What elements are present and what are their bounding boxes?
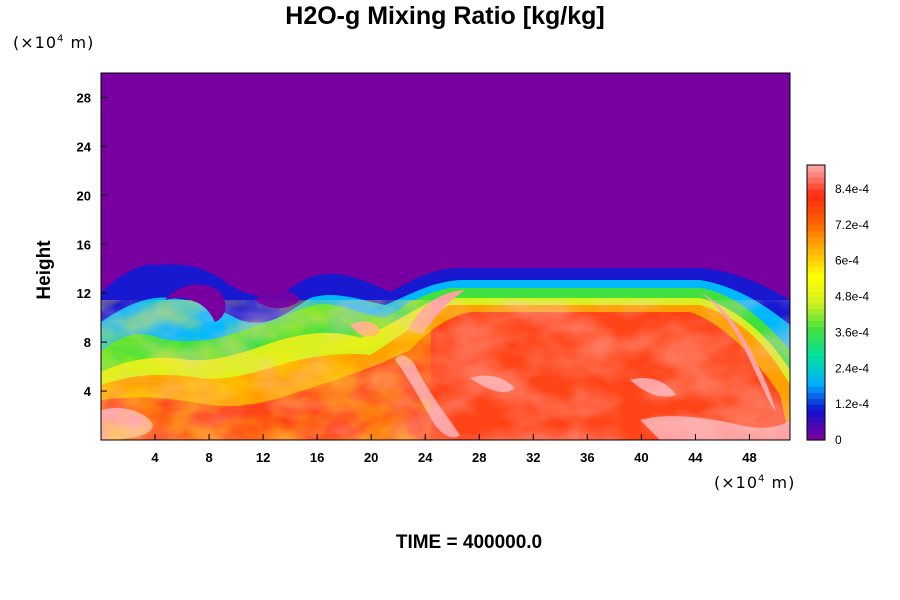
colorbar-segment — [807, 326, 825, 333]
colorbar-label: 2.4e-4 — [835, 361, 869, 375]
colorbar-segment — [807, 398, 825, 405]
colorbar-segment — [807, 206, 825, 214]
colorbar-segment — [807, 362, 825, 369]
colorbar — [806, 164, 826, 441]
colorbar-label: 6e-4 — [835, 254, 859, 268]
y-axis-unit: (×104 m) — [13, 33, 95, 52]
colorbar-segment — [807, 182, 825, 190]
colorbar-labels: 0 1.2e-4 2.4e-4 3.6e-4 4.8e-4 6e-4 7.2e-4 8.4e-… — [835, 182, 869, 447]
colorbar-segment — [807, 278, 825, 286]
time-label: TIME = 400000.0 — [395, 532, 543, 553]
colorbar-label: 0 — [835, 433, 842, 447]
x-tick-label: 28 — [472, 450, 486, 465]
colorbar-label: 4.8e-4 — [835, 290, 869, 304]
colorbar-segment — [807, 224, 825, 232]
x-tick-label: 24 — [418, 450, 433, 465]
x-tick-label: 8 — [205, 450, 212, 465]
y-tick-label: 16 — [77, 237, 91, 252]
x-tick-label: 20 — [364, 450, 378, 465]
colorbar-segment — [807, 332, 825, 339]
y-axis-ticks: 4 8 12 16 20 24 28 — [77, 90, 107, 399]
chart-title: H2O-g Mixing Ratio [kg/kg] — [285, 2, 605, 30]
x-tick-label: 44 — [688, 450, 703, 465]
colorbar-segment — [807, 290, 825, 298]
colorbar-segment — [807, 308, 825, 316]
colorbar-segment — [807, 236, 825, 244]
colorbar-label: 3.6e-4 — [835, 325, 869, 339]
colorbar-segment — [807, 170, 825, 178]
colorbar-segment — [807, 314, 825, 322]
colorbar-segment — [807, 284, 825, 292]
colorbar-segment — [807, 230, 825, 238]
colorbar-segment — [807, 338, 825, 345]
colorbar-label: 1.2e-4 — [835, 397, 869, 411]
colorbar-segment — [807, 260, 825, 268]
colorbar-segment — [807, 194, 825, 202]
colorbar-segment — [807, 320, 825, 328]
colorbar-segment — [807, 302, 825, 310]
colorbar-segment — [807, 242, 825, 250]
colorbar-segment — [807, 380, 825, 387]
y-tick-label: 4 — [84, 384, 92, 399]
x-tick-label: 4 — [151, 450, 159, 465]
colorbar-segment — [807, 212, 825, 220]
colorbar-segment — [807, 266, 825, 274]
colorbar-segment — [807, 368, 825, 375]
colorbar-segment — [807, 416, 825, 423]
colorbar-segment — [807, 404, 825, 411]
colorbar-segment — [807, 188, 825, 196]
x-tick-label: 40 — [634, 450, 648, 465]
colorbar-segment — [807, 272, 825, 280]
x-axis-ticks: 4 8 12 16 20 24 28 32 36 40 44 48 — [151, 434, 757, 465]
colorbar-segment — [807, 350, 825, 357]
colorbar-segment — [807, 200, 825, 208]
colorbar-label: 7.2e-4 — [835, 218, 869, 232]
colorbar-segment — [807, 428, 825, 435]
colorbar-segment — [807, 165, 825, 172]
colorbar-segment — [807, 248, 825, 256]
colorbar-segment — [807, 344, 825, 351]
y-tick-label: 28 — [77, 90, 91, 105]
x-tick-label: 48 — [742, 450, 756, 465]
x-tick-label: 36 — [580, 450, 594, 465]
x-axis-unit: (×104 m) — [714, 473, 796, 492]
colorbar-frame — [806, 164, 826, 441]
colorbar-segment — [807, 218, 825, 226]
colorbar-segment — [807, 434, 825, 441]
colorbar-label: 8.4e-4 — [835, 182, 869, 196]
x-tick-label: 12 — [256, 450, 270, 465]
plot-frame — [100, 72, 791, 441]
mixing-ratio-field — [101, 73, 790, 440]
colorbar-segment — [807, 422, 825, 429]
colorbar-segment — [807, 374, 825, 381]
colorbar-segment — [807, 254, 825, 262]
y-tick-label: 12 — [77, 286, 91, 301]
y-tick-label: 24 — [77, 139, 92, 154]
colorbar-segment — [807, 392, 825, 399]
x-tick-label: 16 — [310, 450, 324, 465]
colorbar-segment — [807, 410, 825, 417]
colorbar-segment — [807, 356, 825, 363]
colorbar-segment — [807, 296, 825, 304]
colorbar-segment — [807, 176, 825, 184]
colorbar-segment — [807, 386, 825, 393]
y-tick-label: 8 — [84, 335, 91, 350]
y-tick-label: 20 — [77, 188, 91, 203]
x-tick-label: 32 — [526, 450, 540, 465]
